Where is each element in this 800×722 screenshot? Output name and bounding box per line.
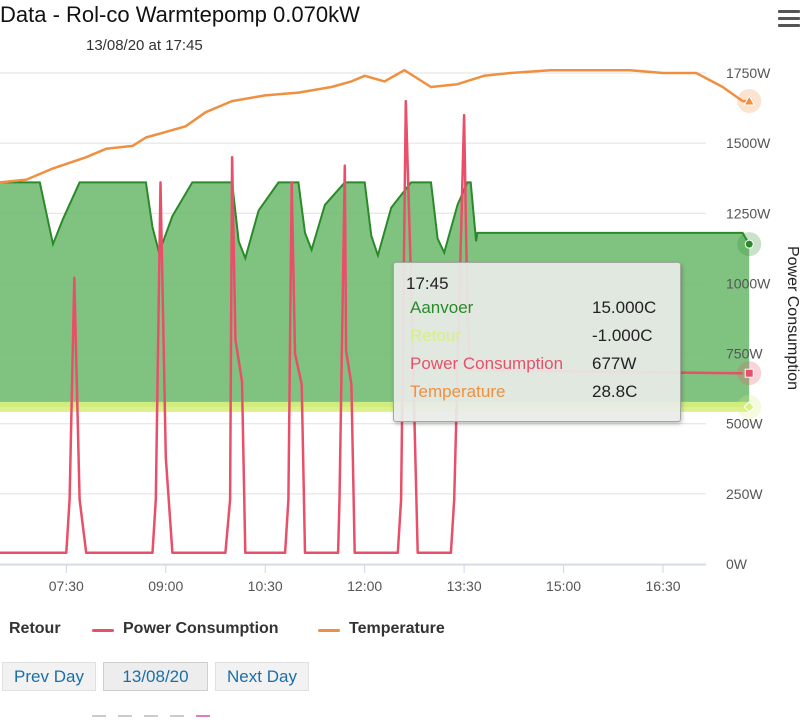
y-tick-label: 0W bbox=[726, 556, 748, 572]
series-temperature bbox=[0, 68, 750, 184]
date-picker-button[interactable]: 13/08/20 bbox=[103, 662, 208, 691]
tooltip-row-aanvoer: Aanvoer 15.000C bbox=[410, 298, 672, 322]
end-markers bbox=[737, 89, 762, 419]
y-tick-label: 1250W bbox=[726, 205, 771, 221]
tooltip-row-retour: Retour -1.000C bbox=[410, 326, 672, 350]
tooltip-row-power-consumption: Power Consumption 677W bbox=[410, 354, 672, 378]
x-tick-label: 16:30 bbox=[646, 578, 681, 594]
tooltip-label-temperature: Temperature bbox=[410, 382, 506, 401]
tooltip-label-power-consumption: Power Consumption bbox=[410, 354, 564, 373]
prev-day-button[interactable]: Prev Day bbox=[2, 662, 96, 691]
legend-swatch-temperature bbox=[318, 629, 340, 632]
y-axis-title: Power Consumption bbox=[784, 246, 800, 390]
end-marker-retour bbox=[743, 401, 755, 413]
tooltip-label-retour: Retour bbox=[410, 326, 462, 345]
x-tick-label: 10:30 bbox=[248, 578, 283, 594]
chart-subtitle: 13/08/20 at 17:45 bbox=[86, 37, 203, 54]
y-tick-label: 1000W bbox=[726, 275, 771, 291]
legend-label-retour: Retour bbox=[9, 620, 61, 637]
y-tick-label: 250W bbox=[726, 486, 763, 502]
tooltip-value-retour: -1.000C bbox=[592, 326, 653, 345]
tooltip-value-power-consumption: 677W bbox=[592, 354, 637, 373]
tooltip-label-aanvoer: Aanvoer bbox=[410, 298, 474, 317]
hamburger-menu-icon[interactable] bbox=[778, 10, 800, 32]
aanvoer-line bbox=[0, 181, 751, 262]
x-axis-ticks: 07:30 09:00 10:30 12:00 13:30 15:00 16:30 bbox=[0, 564, 706, 594]
data-tooltip: 17:45 Aanvoer 15.000C Retour -1.000C Pow… bbox=[393, 262, 681, 422]
end-marker-aanvoer bbox=[744, 239, 754, 249]
y-tick-label: 1750W bbox=[726, 65, 771, 81]
y-tick-label: 750W bbox=[726, 346, 763, 362]
temperature-line bbox=[0, 68, 750, 184]
x-tick-label: 12:00 bbox=[347, 578, 382, 594]
tooltip-time: 17:45 bbox=[406, 274, 449, 293]
tooltip-value-aanvoer: 15.000C bbox=[592, 298, 657, 317]
y-tick-label: 500W bbox=[726, 416, 763, 432]
y-axis-ticks: 0W 250W 500W 750W 1000W 1250W 1500W 1750W bbox=[726, 65, 771, 572]
tooltip-value-temperature: 28.8C bbox=[592, 382, 638, 401]
legend-label-power-consumption: Power Consumption bbox=[123, 620, 279, 637]
x-tick-label: 07:30 bbox=[49, 578, 84, 594]
chart-title: Data - Rol-co Warmtepomp 0.070kW bbox=[0, 2, 360, 27]
x-tick-label: 15:00 bbox=[546, 578, 581, 594]
x-tick-label: 09:00 bbox=[148, 578, 183, 594]
legend-label-temperature: Temperature bbox=[349, 620, 445, 637]
next-day-button[interactable]: Next Day bbox=[215, 662, 309, 691]
end-marker-power-consumption bbox=[744, 368, 754, 378]
end-marker-temperature bbox=[743, 95, 756, 106]
legend-swatch-power-consumption bbox=[92, 629, 114, 632]
x-tick-label: 13:30 bbox=[447, 578, 482, 594]
tooltip-row-temperature: Temperature 28.8C bbox=[410, 382, 672, 406]
y-tick-label: 1500W bbox=[726, 135, 771, 151]
